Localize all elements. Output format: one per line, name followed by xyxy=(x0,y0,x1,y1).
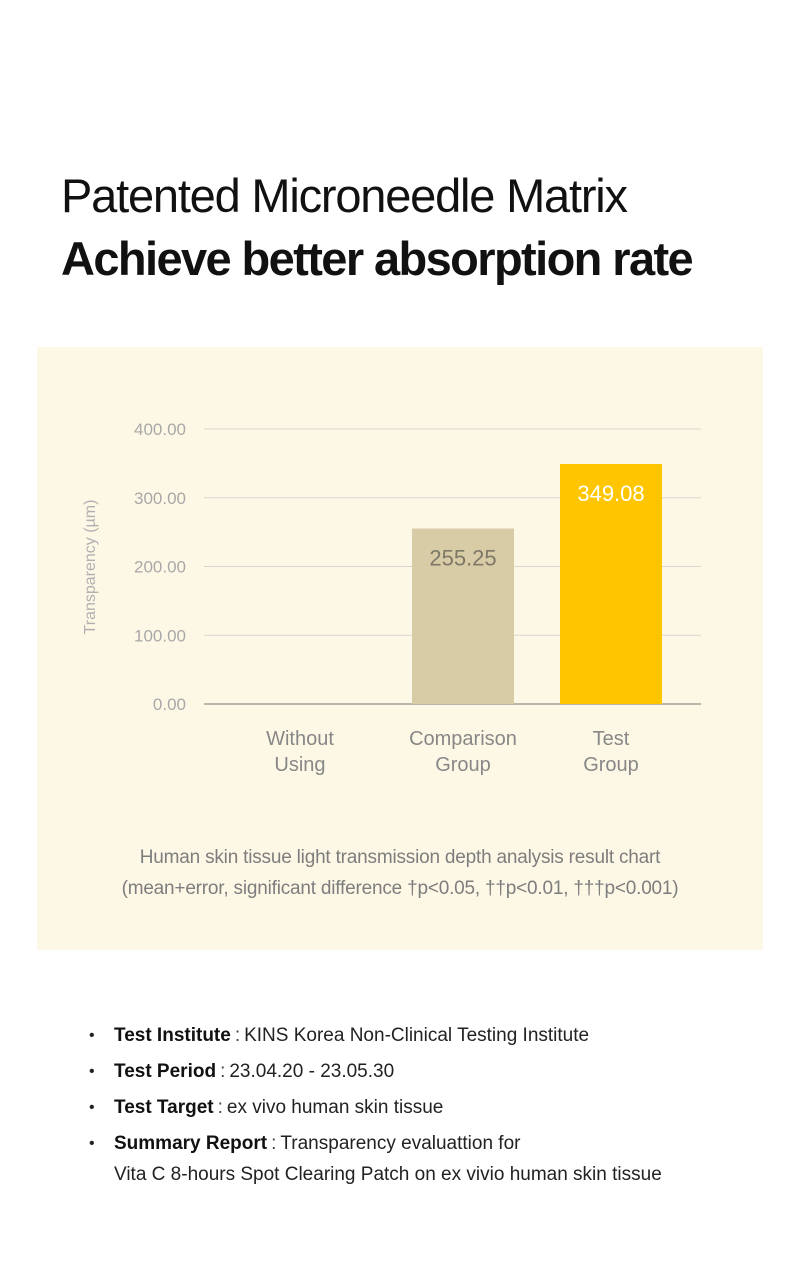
headline: Patented Microneedle Matrix Achieve bett… xyxy=(61,166,694,292)
info-value: ex vivo human skin tissue xyxy=(226,1097,444,1118)
info-item-test-period: • Test Period:23.04.20 - 23.05.30 xyxy=(89,1056,662,1087)
info-separator: : xyxy=(234,1025,241,1046)
info-label: Test Institute xyxy=(114,1025,231,1046)
y-tick-label: 0.00 xyxy=(153,695,186,714)
headline-line-2: Achieve better absorption rate xyxy=(61,232,694,285)
info-separator: : xyxy=(217,1097,223,1118)
info-value: KINS Korea Non-Clinical Testing Institut… xyxy=(244,1025,590,1046)
info-item-summary-report: • Summary Report: Transparency evaluattio… xyxy=(89,1128,662,1190)
y-tick-label: 300.00 xyxy=(134,489,186,508)
bullet-icon: • xyxy=(89,1063,95,1080)
info-value: 23.04.20 - 23.05.30 xyxy=(229,1061,395,1082)
bar-chart: 0.00 100.00 200.00 300.00 400.00 Transparency… xyxy=(82,420,701,776)
info-label: Test Target xyxy=(114,1097,214,1118)
y-tick-label: 200.00 xyxy=(134,558,186,577)
bullet-icon: • xyxy=(89,1135,95,1152)
bar-value-label: 349.08 xyxy=(577,481,644,506)
y-tick-label: 100.00 xyxy=(134,626,186,645)
info-separator: : xyxy=(271,1133,277,1154)
info-item-test-institute: • Test Institute: KINS Korea Non-Clinical… xyxy=(89,1020,662,1051)
test-info-list: • Test Institute: KINS Korea Non-Clinical… xyxy=(89,1020,662,1195)
x-category-label: Without xyxy=(266,728,334,750)
bullet-icon: • xyxy=(89,1099,95,1116)
chart-caption: Human skin tissue light transmission dep… xyxy=(0,842,800,904)
x-category-label: Using xyxy=(274,754,325,776)
x-category-label: Comparison xyxy=(409,728,517,750)
info-label: Summary Report xyxy=(114,1133,268,1154)
bar xyxy=(412,528,514,704)
chart-caption-line-2: (mean+error, significant difference †p<0… xyxy=(121,878,679,899)
info-separator: : xyxy=(220,1061,226,1082)
bullet-icon: • xyxy=(89,1027,95,1044)
y-axis-label: Transparency (µm) xyxy=(82,500,99,635)
y-tick-label: 400.00 xyxy=(134,420,186,439)
headline-line-1: Patented Microneedle Matrix xyxy=(61,169,628,222)
info-value: Transparency evaluattion for xyxy=(280,1133,521,1154)
info-value-continued: Vita C 8-hours Spot Clearing Patch on ex… xyxy=(114,1164,662,1185)
info-label: Test Period xyxy=(114,1061,217,1082)
chart-caption-line-1: Human skin tissue light transmission dep… xyxy=(139,847,661,868)
x-category-label: Group xyxy=(583,754,639,776)
info-item-test-target: • Test Target: ex vivo human skin tissue xyxy=(89,1092,662,1123)
x-category-label: Group xyxy=(435,754,491,776)
bar-value-label: 255.25 xyxy=(429,546,496,571)
bar xyxy=(560,464,662,704)
x-category-label: Test xyxy=(593,728,630,750)
